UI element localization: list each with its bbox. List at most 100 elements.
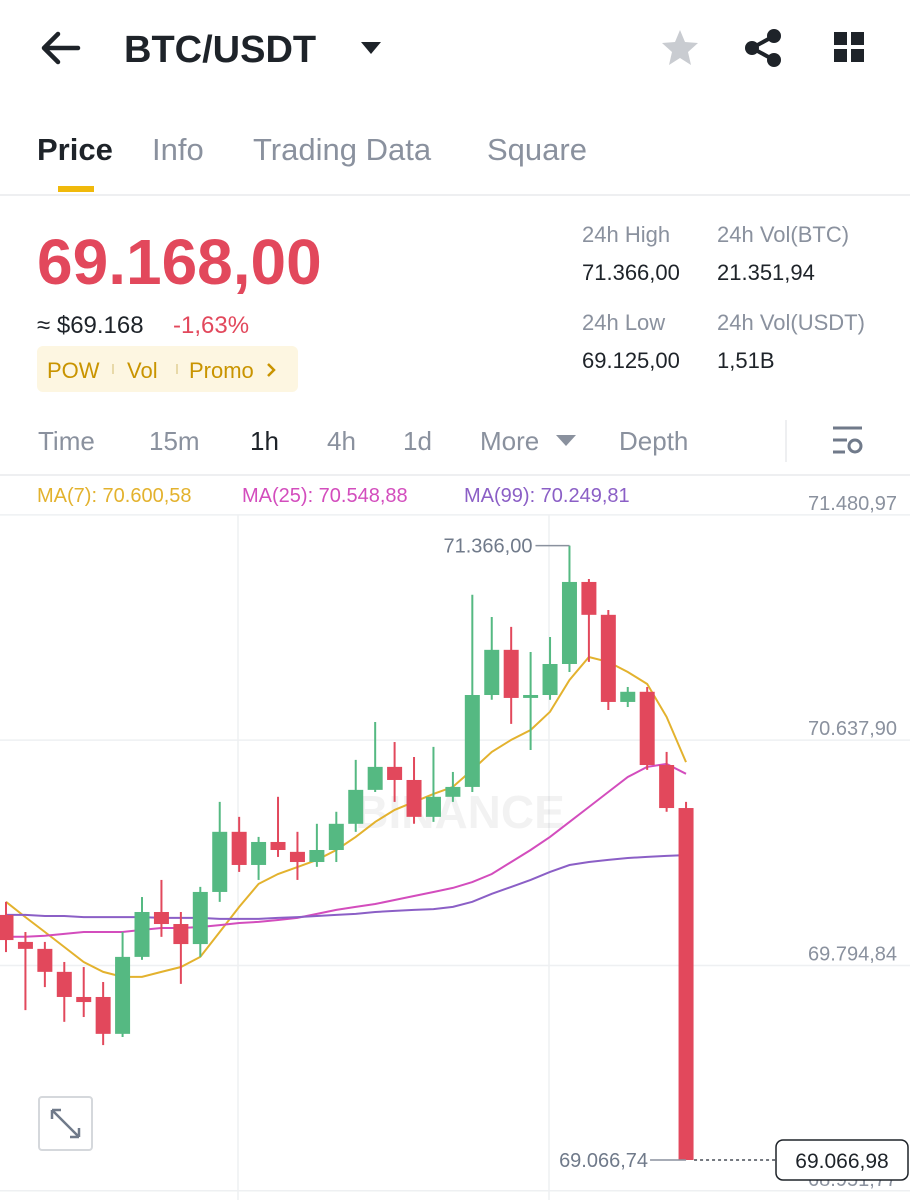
tab-indicator <box>58 186 94 192</box>
high-label: 71.366,00 <box>443 536 532 558</box>
tag-chevron <box>267 363 276 377</box>
candle-body <box>464 694 480 787</box>
y-tick-label: 69.794,84 <box>808 943 897 965</box>
candle-body <box>581 581 597 615</box>
candle-body <box>231 831 247 865</box>
stat-value: 71.366,00 <box>582 260 680 285</box>
back-arrow <box>41 31 81 65</box>
tab[interactable]: Square <box>487 132 587 167</box>
ma-label: MA(7): 70.600,58 <box>37 485 192 507</box>
stats: 24h High 71.366,00 24h Vol(BTC) 21.351,94 24… <box>582 222 865 373</box>
candle-body <box>348 789 364 824</box>
candle-body <box>56 971 72 997</box>
stat-value: 69.125,00 <box>582 348 680 373</box>
candle-body <box>659 765 675 809</box>
candle-body <box>270 841 286 850</box>
candle-body <box>523 694 539 698</box>
chart-settings[interactable] <box>833 426 863 454</box>
grid-cell <box>834 32 847 45</box>
candle-body <box>387 766 403 780</box>
last-price-label: 69.066,98 <box>795 1150 888 1173</box>
ma-line <box>6 762 687 938</box>
ma-line <box>5 655 687 978</box>
candle-body <box>678 808 694 1160</box>
tag[interactable]: POW <box>47 358 100 383</box>
candle-body <box>600 614 616 702</box>
approx-price: ≈ $69.168 <box>37 312 144 339</box>
candle-body <box>134 911 150 957</box>
interval[interactable]: Time <box>38 426 95 456</box>
grid-cell <box>851 49 864 62</box>
annotations: 71.480,9770.637,9069.794,8468.951,7771.3… <box>443 493 909 1191</box>
expand-button[interactable] <box>38 1096 93 1151</box>
interval[interactable]: More <box>480 426 539 456</box>
candle-body <box>192 891 208 945</box>
interval[interactable]: 1h <box>250 426 279 456</box>
candle-body <box>639 691 655 766</box>
candle-body <box>445 786 461 797</box>
candle-body <box>484 649 500 695</box>
stat-label: 24h Low <box>582 310 665 335</box>
stat-label: 24h High <box>582 222 670 247</box>
tab[interactable]: Price <box>37 132 113 167</box>
candle-body <box>17 941 33 949</box>
candle-body <box>37 948 53 972</box>
candle-body <box>76 996 92 1003</box>
candle-body <box>561 581 577 664</box>
candle-body <box>0 914 14 941</box>
stat-label: 24h Vol(BTC) <box>717 222 849 247</box>
tab[interactable]: Info <box>152 132 204 167</box>
stat-value: 21.351,94 <box>717 260 815 285</box>
pair-dropdown[interactable] <box>361 42 381 54</box>
pair-title[interactable]: BTC/USDT <box>124 29 316 71</box>
candle-body <box>95 996 111 1034</box>
tabs: Price Info Trading Data Square <box>37 132 587 192</box>
last-price-box <box>775 1139 909 1181</box>
candle-body <box>367 766 383 790</box>
favorite-star[interactable] <box>662 30 698 65</box>
ma-line <box>6 854 687 920</box>
candle-body <box>153 911 169 925</box>
candles <box>0 545 694 1161</box>
tag[interactable]: Vol <box>127 358 158 383</box>
tab[interactable]: Trading Data <box>253 132 432 167</box>
ma-legend: MA(7): 70.600,58 MA(25): 70.548,88 MA(99):… <box>37 485 630 507</box>
tags-box <box>37 346 298 392</box>
interval[interactable]: 1d <box>403 426 432 456</box>
candle-body <box>503 649 519 698</box>
ma-label: MA(99): 70.249,81 <box>464 485 630 507</box>
candle-body <box>542 663 558 695</box>
y-tick-label: 71.480,97 <box>808 493 897 515</box>
interval[interactable]: 4h <box>327 426 356 456</box>
interval[interactable]: 15m <box>149 426 200 456</box>
ma-label: MA(25): 70.548,88 <box>242 485 408 507</box>
tag[interactable]: Promo <box>189 358 254 383</box>
candle-body <box>212 831 228 892</box>
candle-body <box>425 796 441 817</box>
grid-cell <box>851 32 864 45</box>
interval-bar: Time 15m 1h 4h 1d More Depth <box>38 426 688 456</box>
y-tick-label: 70.637,90 <box>808 718 897 740</box>
grid <box>0 514 910 1200</box>
stat-label: 24h Vol(USDT) <box>717 310 865 335</box>
candle-body <box>328 823 344 850</box>
candle-body <box>406 779 422 817</box>
share-dot <box>745 41 759 55</box>
candle-body <box>115 956 131 1034</box>
expand-icon <box>50 1108 81 1139</box>
price-change: -1,63% <box>173 312 249 339</box>
candle-body <box>289 851 305 863</box>
interval[interactable]: Depth <box>619 426 688 456</box>
grid-cell <box>834 49 847 62</box>
back-button[interactable] <box>41 31 81 65</box>
candle-body <box>309 849 325 863</box>
stat-value: 1,51B <box>717 348 775 373</box>
settings-gear <box>847 438 863 454</box>
dropdown-caret <box>556 435 576 446</box>
share-button[interactable] <box>745 29 781 67</box>
candle-body <box>251 841 267 865</box>
grid-menu[interactable] <box>834 32 864 62</box>
share-dot <box>767 53 781 67</box>
